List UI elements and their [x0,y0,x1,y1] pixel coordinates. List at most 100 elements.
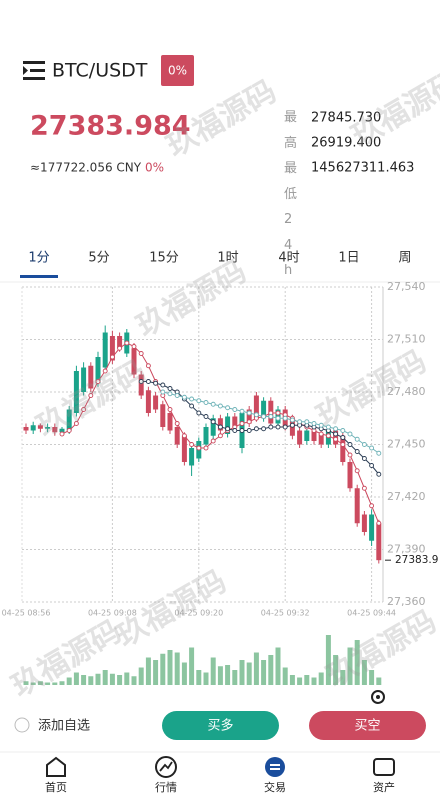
volume-bar [95,673,101,685]
y-tick-label: 27,390 [387,543,426,556]
volume-bar [196,670,202,685]
home-icon[interactable] [46,756,66,777]
ma-point [153,380,159,386]
ma-point [232,407,238,412]
watermark: 玖福源码 [6,614,127,704]
change-badge: 0% [168,64,187,78]
volume-bar [340,670,346,685]
ma-point [181,433,187,439]
candle-body [95,357,101,384]
ma-point [217,433,223,439]
ma-point [239,421,245,426]
ma-point [354,468,360,474]
candle-body [131,348,137,375]
tab[interactable]: 1时 [217,251,238,266]
ma-point [354,436,360,442]
tab[interactable]: 周 [398,251,411,266]
stat-label: 最低 [284,161,298,202]
candle-body [102,332,108,368]
menu-icon[interactable] [23,61,45,80]
nav-label[interactable]: 首页 [45,780,67,794]
ma-point [282,415,288,421]
ma-point [138,379,144,384]
ma-point [117,345,123,351]
ma-point [210,438,216,444]
volume-bar [282,667,288,685]
ma-point [318,422,324,428]
checkbox[interactable] [14,717,30,733]
volume-bar [347,647,353,685]
stat-value: 26919.400 [311,136,381,151]
tab[interactable]: 4时 [278,251,299,266]
tab[interactable]: 1分 [28,251,49,266]
ma-point [275,410,281,416]
tab[interactable]: 15分 [149,251,179,266]
nav-label[interactable]: 交易 [264,780,286,794]
ma-point [369,445,375,451]
x-tick-label: 04-25 09:44 [347,609,396,618]
stat-value: 27845.730 [311,111,381,126]
ma-point [361,485,367,491]
ma-point [347,431,353,437]
ma-point [210,419,216,425]
ma-point [59,431,65,437]
candle-body [203,427,209,445]
volume-bar [102,670,108,685]
candle-body [153,395,159,410]
ma-point [167,391,173,397]
ma-point [225,426,231,432]
ma-point [232,428,238,433]
candle-body [160,404,166,427]
buy-label[interactable]: 买多 [207,718,233,734]
ma-point [189,403,195,409]
volume-bar [174,652,180,685]
ma-point [138,351,144,356]
ma-point [261,426,267,432]
volume-bar [73,672,79,685]
candle-body [109,336,115,361]
tab[interactable]: 1日 [338,251,359,266]
sell-label[interactable]: 买空 [354,719,380,734]
volume-bar [361,660,367,685]
ma-point [325,433,331,439]
asset-icon[interactable] [373,758,395,776]
ma-point [160,389,166,395]
candle-body [261,400,267,419]
nav-label[interactable]: 资产 [373,780,395,794]
ma-point [181,394,187,400]
ma-point [268,424,274,430]
volume-bar [167,650,173,685]
settings-icon[interactable] [371,690,385,704]
ma-point [196,398,202,404]
y-tick-label: 27,540 [387,280,426,293]
badge [161,55,194,86]
tab[interactable]: 5分 [88,251,109,266]
candle-body [45,427,51,429]
candle-body [59,428,65,433]
stat-label: 最高 [284,110,298,151]
nav-label[interactable]: 行情 [155,781,177,794]
sell-button[interactable] [309,711,426,740]
ma-point [239,428,245,433]
ma-point [88,393,94,398]
ma-point [311,421,317,426]
volume-bar [325,635,331,685]
ma-point [167,386,173,391]
candle-body [138,374,144,396]
market-icon[interactable] [155,756,177,778]
buy-button[interactable] [162,711,279,740]
volume-bar [253,652,259,685]
ma-point [268,414,274,419]
candle-body [347,462,353,489]
candle-body [304,430,310,441]
volume-bar [333,655,339,685]
ma-point [304,419,310,425]
candle-body [253,395,259,419]
candle-body [30,425,36,431]
watchlist[interactable]: 添加自选 [38,719,90,734]
ma-point [253,426,259,432]
candle-body [189,448,195,466]
trade-icon[interactable] [265,757,285,777]
candle-body [66,409,72,431]
